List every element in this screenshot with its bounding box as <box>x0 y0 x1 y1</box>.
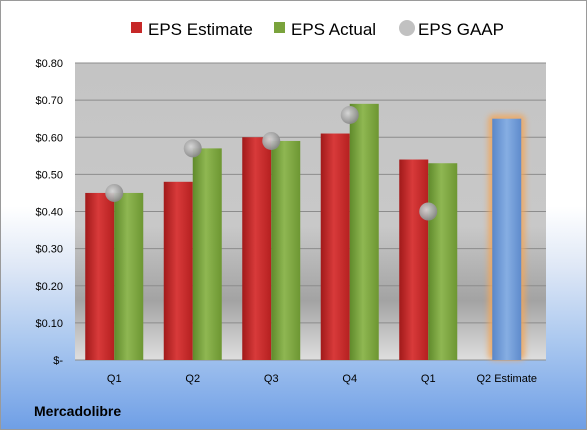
legend-label: EPS Estimate <box>148 20 253 39</box>
x-tick-label: Q2 Estimate <box>476 373 537 385</box>
point-eps-gaap <box>340 105 359 124</box>
legend-item: EPS GAAP <box>399 20 504 39</box>
legend-label: EPS GAAP <box>418 20 504 39</box>
bar-eps-actual <box>192 148 222 360</box>
x-tick-label: Q1 <box>107 373 122 385</box>
bar-group <box>488 114 526 360</box>
x-tick-label: Q1 <box>421 373 436 385</box>
x-tick-label: Q4 <box>342 373 357 385</box>
legend-item: EPS Actual <box>274 20 376 39</box>
company-name: Mercadolibre <box>34 403 122 419</box>
x-tick-label: Q2 <box>185 373 200 385</box>
x-tick-label: Q3 <box>264 373 279 385</box>
gridlines <box>75 62 546 361</box>
point-eps-gaap <box>262 131 281 150</box>
y-tick-label: $0.70 <box>35 95 63 107</box>
legend-swatch <box>274 22 285 33</box>
legend-item: EPS Estimate <box>131 20 253 39</box>
x-axis: Q1 Q2 Q3 Q4 Q1 Q2 Estimate <box>107 373 537 385</box>
bar-eps-estimate <box>399 159 429 360</box>
bar-group <box>163 139 222 360</box>
y-tick-label: $0.50 <box>35 169 63 181</box>
bar-eps-estimate <box>85 192 115 360</box>
legend-swatch <box>399 20 415 36</box>
y-tick-label: $0.40 <box>35 207 63 219</box>
bar-eps-estimate <box>320 133 350 360</box>
y-tick-label: $- <box>53 355 63 367</box>
bar-group <box>242 131 301 360</box>
bar-eps-actual <box>428 163 458 360</box>
y-tick-label: $0.30 <box>35 244 63 256</box>
point-eps-gaap <box>105 183 124 202</box>
bar-eps-actual <box>349 103 379 361</box>
bar-group <box>399 159 458 360</box>
bar-eps-actual <box>271 140 301 360</box>
legend-swatch <box>131 22 142 33</box>
legend: EPS Estimate EPS Actual EPS GAAP <box>131 20 504 39</box>
y-tick-label: $0.10 <box>35 318 63 330</box>
bar-group <box>320 103 379 361</box>
bar-eps-estimate <box>242 137 272 360</box>
y-axis: $- $0.10 $0.20 $0.30 $0.40 $0.50 $0.60 $0.70 $0.… <box>35 58 63 367</box>
y-tick-label: $0.20 <box>35 281 63 293</box>
point-eps-gaap <box>183 139 202 158</box>
chart-marks <box>85 103 526 361</box>
bar-eps-estimate-forecast <box>492 118 522 360</box>
legend-label: EPS Actual <box>291 20 376 39</box>
bar-eps-estimate <box>163 181 193 360</box>
y-tick-label: $0.80 <box>35 58 63 70</box>
point-eps-gaap <box>419 202 438 221</box>
y-tick-label: $0.60 <box>35 132 63 144</box>
bar-group <box>85 183 144 360</box>
bar-eps-actual <box>114 192 144 360</box>
